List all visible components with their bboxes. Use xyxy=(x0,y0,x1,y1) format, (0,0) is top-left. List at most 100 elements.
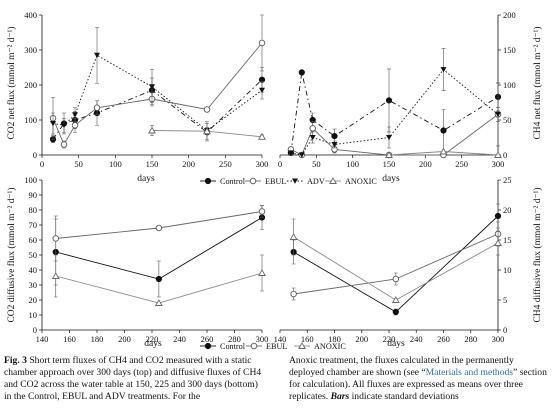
adv-point xyxy=(495,111,501,118)
x-tick-label: 200 xyxy=(182,159,195,169)
ebul-point xyxy=(392,275,400,283)
x-tick-label: 300 xyxy=(256,334,269,344)
ebul-series-line xyxy=(290,114,499,156)
x-tick-label: 280 xyxy=(228,334,241,344)
x-tick-label: 200 xyxy=(355,334,368,344)
control-point xyxy=(440,127,447,134)
control-legend-marker xyxy=(204,177,212,185)
x-tick-label: 250 xyxy=(455,159,468,169)
co2-net-ylabel: CO2 net flux (mmol m⁻² d⁻¹) xyxy=(6,26,17,139)
y-tick-label: 200 xyxy=(503,10,516,20)
y-tick-label: 5 xyxy=(503,295,507,305)
y-tick-label: 0 xyxy=(33,150,37,160)
adv-point xyxy=(94,52,100,59)
caption-bars-word: Bars xyxy=(330,390,350,402)
anoxic-point xyxy=(289,233,298,240)
legend-label-ebul: EBUL xyxy=(265,177,286,186)
adv-series-line xyxy=(52,54,263,132)
adv-point xyxy=(298,152,305,158)
caption-left: Fig. 3 Short term fluxes of CH4 and CO2 … xyxy=(4,355,266,403)
ebul-legend-marker xyxy=(249,177,257,185)
adv-point xyxy=(259,87,265,94)
adv-point xyxy=(50,121,56,127)
x-tick-label: 220 xyxy=(146,334,159,344)
ebul-point xyxy=(309,125,316,132)
y-tick-label: 400 xyxy=(24,10,37,20)
x-tick-label: 280 xyxy=(464,334,477,344)
anoxic-point xyxy=(391,296,400,303)
control-point xyxy=(331,133,338,140)
control-point xyxy=(392,308,399,316)
x-tick-label: 100 xyxy=(346,159,359,169)
ebul-series-line xyxy=(52,42,263,146)
y-tick-label: 0 xyxy=(503,150,507,160)
control-series-line xyxy=(290,72,499,153)
caption-right-text-2: ” section for calculation). All fluxes a… xyxy=(289,366,547,402)
y-tick-label: 30 xyxy=(29,280,38,290)
caption-right-text-3: indicate standard deviations xyxy=(349,390,459,402)
caption-right: Anoxic treatment, the fluxes calculated … xyxy=(289,355,551,403)
x-tick-label: 140 xyxy=(36,334,49,344)
y-tick-label: 10 xyxy=(29,310,38,320)
co2-diffusive-flux-panel: 140 160 180 200 220 240 260 280 300 0 10 20 30 40 50 60… xyxy=(24,175,268,344)
materials-methods-link[interactable]: Materials and methods xyxy=(425,366,514,378)
adv-point xyxy=(287,150,294,156)
ebul-point xyxy=(203,106,211,113)
x-tick-label: 250 xyxy=(219,159,232,169)
anoxic-point xyxy=(148,126,156,134)
y-tick-label: 0 xyxy=(503,325,507,335)
x-tick-label: 200 xyxy=(118,334,131,344)
control-legend-marker xyxy=(204,342,212,350)
ebul-point xyxy=(155,224,163,232)
control-point xyxy=(385,97,393,104)
y-tick-label: 100 xyxy=(24,115,37,125)
co2-net-flux-panel: 0 50 100 150 200 250 300 0 100 200 300 400 xyxy=(24,10,268,169)
bottom-right-xlabel: days xyxy=(387,339,405,349)
caption-left-text: Short term fluxes of CH4 and CO2 measure… xyxy=(4,355,262,402)
x-tick-label: 140 xyxy=(274,334,287,344)
adv-point xyxy=(149,84,155,90)
ebul-point xyxy=(52,235,60,242)
x-tick-label: 200 xyxy=(419,159,432,169)
x-tick-label: 150 xyxy=(383,159,396,169)
x-tick-label: 50 xyxy=(312,159,321,169)
legend-label-control: Control xyxy=(220,177,246,186)
bottom-left-xlabel: days xyxy=(144,339,162,349)
y-tick-label: 70 xyxy=(29,220,38,230)
adv-point xyxy=(309,135,316,141)
anoxic-point xyxy=(439,147,448,155)
x-tick-label: 180 xyxy=(328,334,341,344)
anoxic-point xyxy=(154,299,163,306)
ebul-point xyxy=(71,121,79,129)
x-tick-label: 220 xyxy=(383,334,396,344)
adv-point xyxy=(61,122,67,129)
anoxic-series-line xyxy=(293,236,499,301)
x-tick-label: 300 xyxy=(492,334,505,344)
y-tick-label: 60 xyxy=(29,235,38,245)
y-tick-label: 50 xyxy=(29,250,38,260)
anoxic-point xyxy=(258,269,266,276)
legend-label-adv: ADV xyxy=(307,177,325,186)
x-tick-label: 300 xyxy=(492,159,505,169)
x-tick-label: 0 xyxy=(278,159,282,169)
anoxic-point xyxy=(203,127,211,135)
y-tick-label: 100 xyxy=(503,80,516,90)
control-point xyxy=(298,69,305,76)
anoxic-legend-marker xyxy=(329,177,337,184)
ebul-legend-marker xyxy=(250,342,258,350)
anoxic-point xyxy=(385,151,393,158)
anoxic-point xyxy=(494,239,502,246)
y-tick-label: 50 xyxy=(503,115,512,125)
adv-legend-marker xyxy=(292,178,298,184)
top-right-xlabel: days xyxy=(382,174,400,184)
x-tick-label: 100 xyxy=(109,159,122,169)
y-tick-label: 20 xyxy=(29,295,38,305)
y-tick-label: 100 xyxy=(24,175,37,185)
y-tick-label: 200 xyxy=(24,80,37,90)
legend-label-ebul: EBUL xyxy=(266,342,287,350)
legend-label-anoxic: ANOXIC xyxy=(314,342,346,350)
ebul-point xyxy=(60,141,68,148)
